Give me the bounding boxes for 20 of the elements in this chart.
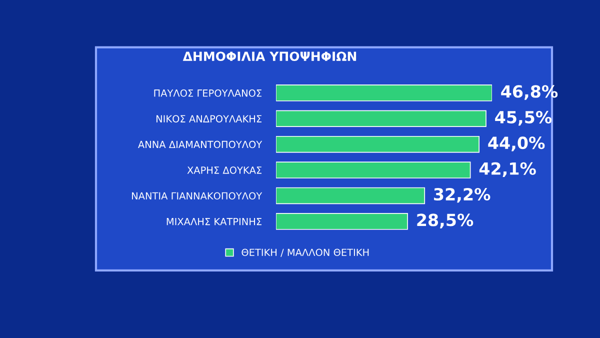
bar [276,136,480,153]
bar [276,162,471,178]
data-label: 28,5% [417,214,474,228]
y-tick-label: ΝΑΝΤΙΑ ΓΙΑΝΝΑΚΟΠΟΥΛΟΥ [132,192,262,200]
legend-label: ΘΕΤΙΚΗ / ΜΑΛΛΟΝ ΘΕΤΙΚΗ [242,248,369,257]
data-label: 45,5% [495,110,552,126]
data-label: 44,0% [488,136,545,152]
bar [276,110,486,128]
data-label: 42,1% [479,162,536,177]
bar [276,213,408,230]
y-tick-label: ΑΝΝΑ ΔΙΑΜΑΝΤΟΠΟΥΛΟΥ [138,140,262,148]
y-tick-label: ΠΑΥΛΟΣ ΓΕΡΟΥΛΑΝΟΣ [154,89,262,97]
y-tick-label: ΧΑΡΗΣ ΔΟΥΚΑΣ [187,166,262,174]
bar [276,187,426,204]
chart-title: ΔΗΜΟΦΙΛΙΑ ΥΠΟΨΗΦΙΩΝ [182,52,356,62]
y-tick-label: ΜΙΧΑΛΗΣ ΚΑΤΡΙΝΗΣ [166,218,262,226]
data-label: 32,2% [434,188,490,203]
bar [276,84,492,102]
data-label: 46,8% [501,85,558,100]
y-tick-label: ΝΙΚΟΣ ΑΝΔΡΟΥΛΑΚΗΣ [156,115,262,122]
